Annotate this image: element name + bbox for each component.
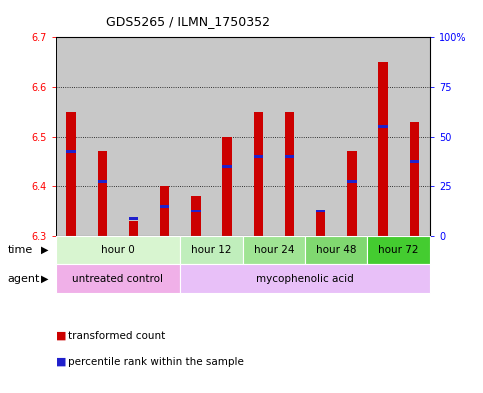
Text: agent: agent — [7, 274, 40, 284]
Bar — [160, 204, 170, 208]
Text: time: time — [7, 245, 32, 255]
Bar — [285, 155, 294, 158]
Bar — [56, 264, 180, 293]
Bar — [56, 236, 180, 264]
Bar — [98, 180, 107, 183]
Text: ▶: ▶ — [41, 274, 49, 284]
Bar — [223, 165, 232, 168]
Bar — [67, 112, 76, 236]
Bar — [274, 37, 305, 236]
Bar — [191, 209, 200, 213]
Bar — [149, 37, 180, 236]
Bar — [180, 37, 212, 236]
Bar — [398, 37, 430, 236]
Bar — [191, 196, 200, 236]
Bar — [368, 37, 398, 236]
Bar — [410, 160, 419, 163]
Text: hour 72: hour 72 — [378, 245, 419, 255]
Bar — [305, 236, 368, 264]
Bar — [87, 37, 118, 236]
Bar — [378, 125, 388, 128]
Bar — [347, 151, 356, 236]
Bar — [87, 37, 118, 236]
Text: hour 24: hour 24 — [254, 245, 294, 255]
Bar — [254, 155, 263, 158]
Bar — [410, 122, 419, 236]
Text: ■: ■ — [56, 331, 66, 341]
Bar — [180, 236, 242, 264]
Bar — [347, 180, 356, 183]
Bar — [223, 137, 232, 236]
Bar — [285, 112, 294, 236]
Bar — [368, 236, 430, 264]
Bar — [129, 221, 138, 236]
Bar — [118, 37, 149, 236]
Bar — [336, 37, 368, 236]
Bar — [160, 186, 170, 236]
Bar — [67, 150, 76, 153]
Text: untreated control: untreated control — [72, 274, 163, 284]
Bar — [274, 37, 305, 236]
Bar — [56, 37, 87, 236]
Text: GDS5265 / ILMN_1750352: GDS5265 / ILMN_1750352 — [106, 15, 270, 28]
Bar — [378, 62, 388, 236]
Bar — [254, 112, 263, 236]
Bar — [242, 37, 274, 236]
Bar — [212, 37, 242, 236]
Text: transformed count: transformed count — [68, 331, 165, 341]
Bar — [242, 236, 305, 264]
Bar — [149, 37, 180, 236]
Bar — [305, 37, 336, 236]
Text: hour 0: hour 0 — [101, 245, 135, 255]
Bar — [118, 37, 149, 236]
Bar — [398, 37, 430, 236]
Bar — [129, 217, 138, 220]
Bar — [368, 37, 398, 236]
Bar — [242, 37, 274, 236]
Text: hour 48: hour 48 — [316, 245, 356, 255]
Bar — [56, 37, 87, 236]
Text: percentile rank within the sample: percentile rank within the sample — [68, 356, 243, 367]
Bar — [180, 264, 430, 293]
Bar — [305, 37, 336, 236]
Bar — [316, 211, 326, 236]
Bar — [98, 151, 107, 236]
Bar — [180, 37, 212, 236]
Bar — [336, 37, 368, 236]
Bar — [316, 209, 326, 213]
Text: ▶: ▶ — [41, 245, 49, 255]
Text: mycophenolic acid: mycophenolic acid — [256, 274, 354, 284]
Text: ■: ■ — [56, 356, 66, 367]
Text: hour 12: hour 12 — [191, 245, 232, 255]
Bar — [212, 37, 242, 236]
